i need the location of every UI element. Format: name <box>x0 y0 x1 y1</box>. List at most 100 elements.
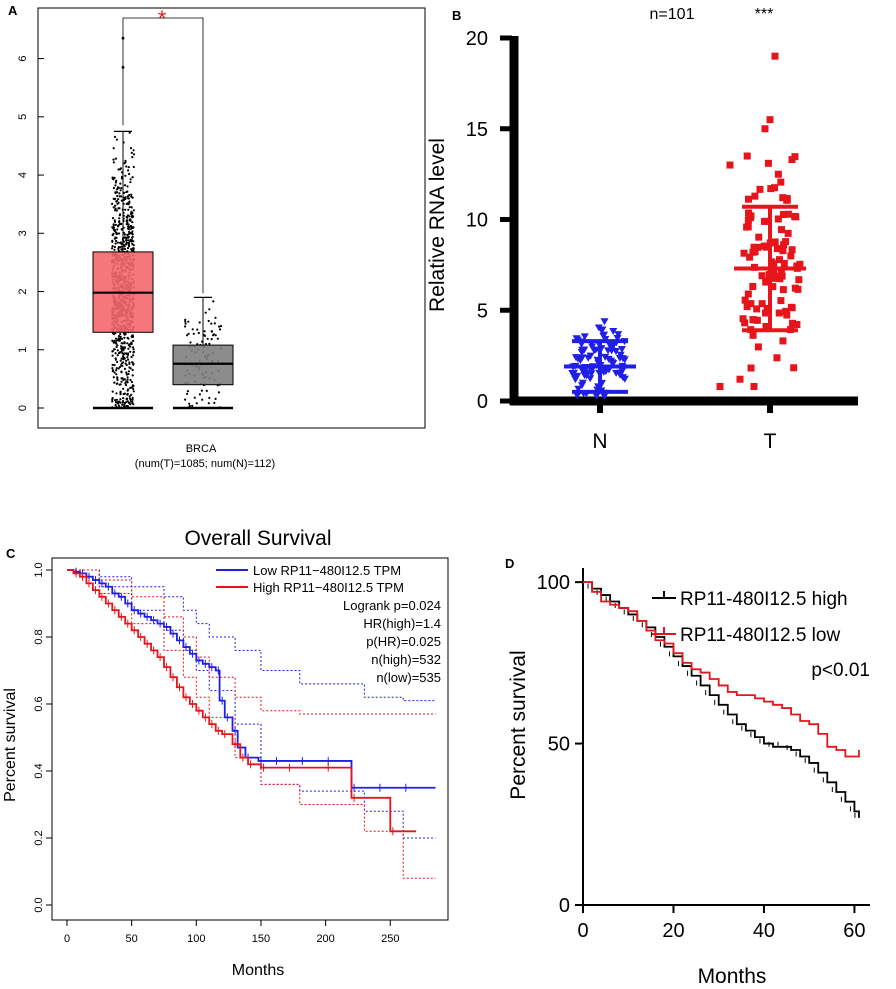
panel-a-point <box>187 320 190 323</box>
panel-b-error-bars <box>564 204 806 394</box>
panel-b-point-t <box>790 364 798 372</box>
panel-b-point-n <box>617 345 626 353</box>
panel-a-point <box>115 209 118 212</box>
panel-b-point-t <box>779 337 787 345</box>
panel-a-letter: A <box>8 3 18 18</box>
panel-a-point <box>184 318 187 321</box>
panel-a-point <box>119 345 123 348</box>
panel-b-point-n <box>578 367 587 375</box>
panel-a-point <box>130 151 133 154</box>
panel-a-point <box>129 378 132 382</box>
panel-b-point-t <box>782 307 790 315</box>
panel-a-point <box>191 328 194 331</box>
panel-b-point-t <box>750 316 758 324</box>
panel-a-point <box>116 378 119 382</box>
panel-b-point-n <box>614 331 623 339</box>
panel-a-y-tick-label: 1 <box>17 347 29 353</box>
panel-a-point <box>132 339 135 342</box>
panel-a-point <box>124 174 127 177</box>
panel-a-point <box>121 355 125 358</box>
panel-a-point <box>206 337 209 340</box>
panel-a-point <box>124 161 127 164</box>
panel-c-ci-lower <box>67 569 436 879</box>
panel-b-point-t <box>772 272 780 280</box>
panel-a-point <box>192 332 195 335</box>
panel-a-point <box>121 342 124 345</box>
panel-b-point-n <box>582 372 591 380</box>
panel-a-point <box>121 346 124 349</box>
panel-a-point <box>208 342 211 345</box>
panel-a-point <box>116 202 119 205</box>
panel-a-point <box>113 198 116 201</box>
panel-a-point <box>207 402 210 405</box>
panel-a-point <box>117 168 120 171</box>
panel-b-point-t <box>787 252 795 260</box>
panel-a-point <box>189 341 192 344</box>
panel-a-point <box>127 370 130 373</box>
panel-a-point <box>124 333 127 336</box>
panel-b-point-t <box>740 249 748 257</box>
panel-b-point-t <box>716 382 724 390</box>
panel-b-point-t <box>791 212 799 220</box>
panel-b-point-t <box>756 185 764 193</box>
panel-a-point <box>125 352 128 355</box>
panel-a-point <box>205 389 208 392</box>
panel-b-point-t <box>754 343 762 351</box>
panel-a-point <box>131 221 134 224</box>
panel-a-point <box>115 179 118 182</box>
panel-a-point <box>131 230 134 233</box>
panel-c-legend-low: Low RP11−480I12.5 TPM <box>253 563 401 578</box>
panel-a-point <box>207 319 210 323</box>
panel-a-bracket <box>122 17 204 294</box>
panel-a-point <box>113 219 116 222</box>
panel-a-point <box>123 191 126 194</box>
panel-a-point <box>128 230 131 233</box>
panel-b-point-n <box>594 324 603 332</box>
panel-a-point <box>126 376 129 379</box>
panel-a-point <box>132 153 136 156</box>
panel-a-point <box>126 222 129 226</box>
panel-a-point <box>118 217 121 220</box>
panel-a-point <box>119 359 122 362</box>
panel-a-point <box>204 311 207 314</box>
panel-c-title: Overall Survival <box>184 527 331 550</box>
panel-a-point <box>118 207 121 210</box>
panel-a-point <box>116 349 119 352</box>
panel-a-point <box>132 348 135 351</box>
panel-a-significance-bracket: * <box>122 6 204 294</box>
panel-a-point <box>122 397 125 400</box>
panel-b-point-t <box>750 243 758 251</box>
panel-a-point <box>123 184 127 187</box>
panel-a-point <box>114 207 117 210</box>
panel-a-point <box>208 396 211 399</box>
panel-a-point <box>126 216 129 219</box>
panel-a-point <box>115 200 118 203</box>
panel-a-point <box>124 382 127 385</box>
panel-a-point <box>131 176 134 179</box>
panel-a-point <box>123 367 127 370</box>
panel-c-x-label: Months <box>232 962 284 979</box>
panel-a-point <box>111 390 114 393</box>
panel-a-point <box>127 372 130 376</box>
panel-b-point-n <box>577 382 586 390</box>
panel-a-significance-star: * <box>158 6 167 31</box>
panel-a-point <box>122 393 125 396</box>
panel-a-point <box>188 402 191 405</box>
panel-a-point <box>132 362 135 366</box>
panel-a-point <box>128 206 131 209</box>
panel-a-point <box>113 371 116 374</box>
panel-b-axes: 0 5 10 15 20 <box>466 28 858 413</box>
panel-a-point <box>125 219 129 222</box>
panel-a-point <box>128 172 131 176</box>
panel-b-point-n <box>620 375 629 383</box>
panel-b-y-label: Relative RNA level <box>426 138 449 312</box>
panel-a-point <box>129 350 132 353</box>
panel-a-point <box>117 404 121 407</box>
panel-a-point <box>128 361 131 364</box>
panel-a-point <box>203 334 207 337</box>
panel-b-point-t <box>758 300 766 308</box>
panel-a-point <box>131 396 134 399</box>
panel-a-point <box>213 322 216 325</box>
panel-b-point-t <box>788 319 796 327</box>
